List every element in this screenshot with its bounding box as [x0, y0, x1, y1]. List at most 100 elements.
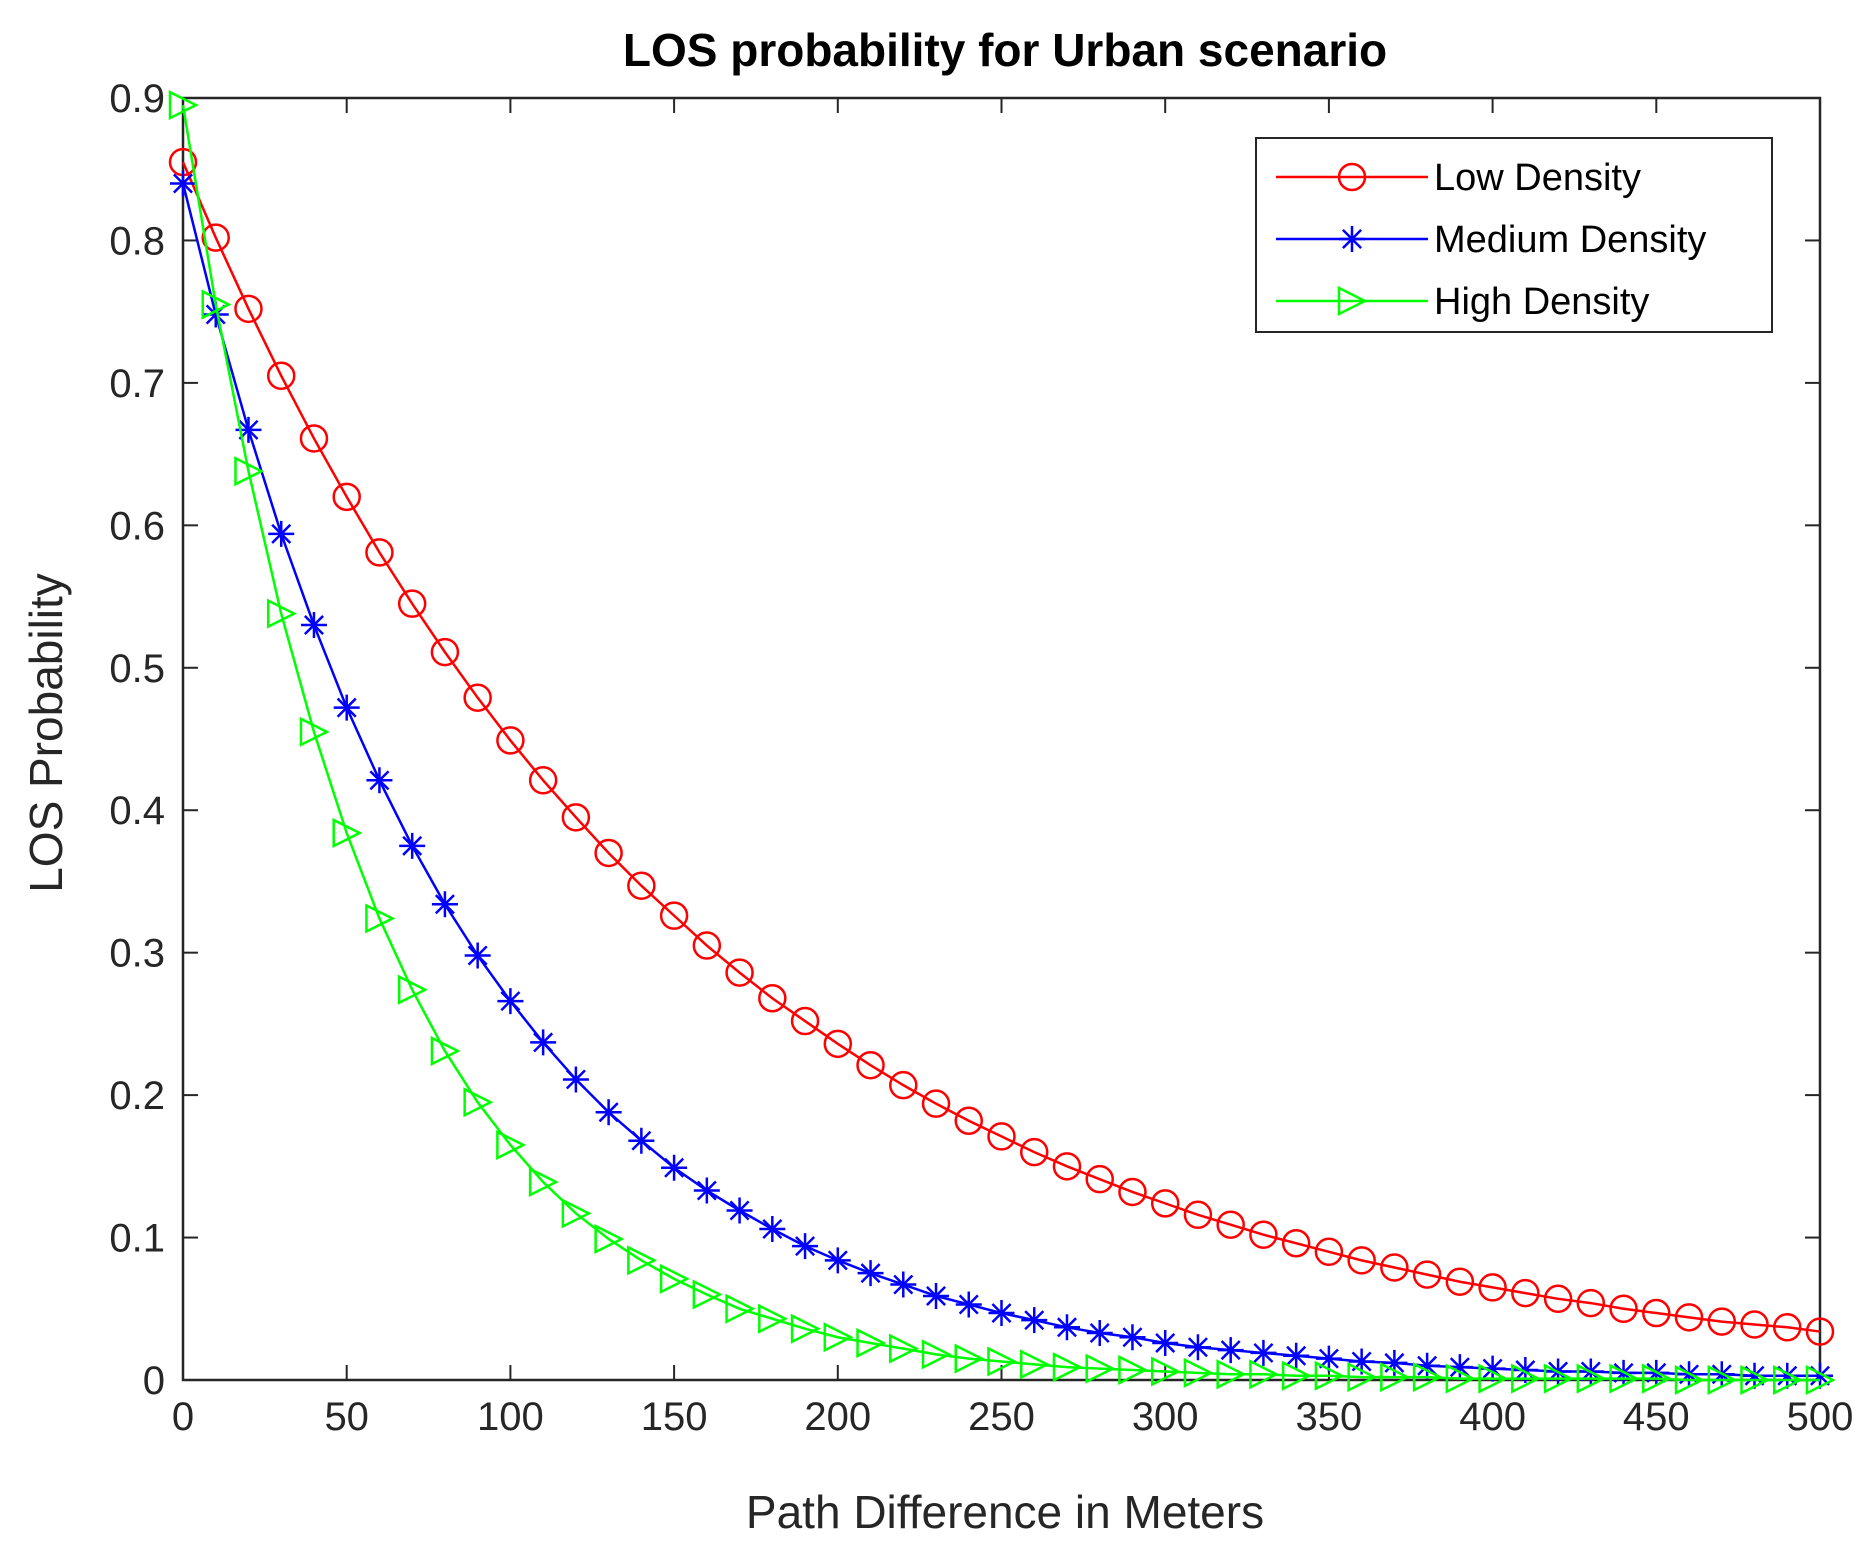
- data-point-high-density: [1740, 1364, 1771, 1396]
- legend-marker-medium-density: [1339, 226, 1365, 252]
- data-point-low-density: [1609, 1294, 1638, 1324]
- data-point-medium-density: [1086, 1319, 1113, 1346]
- data-point-low-density: [1412, 1260, 1442, 1289]
- data-point-medium-density: [1021, 1307, 1048, 1334]
- data-point-high-density: [1805, 1364, 1836, 1396]
- data-point-medium-density: [1152, 1329, 1179, 1356]
- data-point-low-density: [561, 803, 591, 832]
- data-point-low-density: [1707, 1307, 1737, 1336]
- data-point-low-density: [1445, 1267, 1475, 1296]
- data-point-high-density: [594, 1223, 625, 1255]
- data-point-medium-density: [792, 1233, 819, 1260]
- data-point-medium-density: [1479, 1355, 1506, 1382]
- data-point-high-density: [1281, 1360, 1312, 1391]
- y-tick-label: 0.1: [109, 1217, 165, 1261]
- data-point-medium-density: [562, 1066, 589, 1093]
- data-point-high-density: [299, 716, 330, 747]
- data-point-medium-density: [1119, 1324, 1146, 1351]
- y-tick-label: 0.7: [109, 362, 165, 406]
- data-point-high-density: [365, 903, 396, 934]
- data-point-low-density: [790, 1006, 820, 1036]
- y-tick-label: 0.3: [109, 932, 165, 976]
- axis-ticks: [182, 97, 1821, 1381]
- data-point-high-density: [1543, 1363, 1574, 1394]
- data-point-low-density: [1216, 1210, 1245, 1239]
- data-point-high-density: [1380, 1362, 1411, 1393]
- data-point-high-density: [397, 974, 428, 1005]
- x-tick-label: 200: [804, 1395, 871, 1439]
- x-tick-label: 100: [477, 1395, 544, 1439]
- data-point-high-density: [659, 1263, 690, 1294]
- data-point-low-density: [1576, 1288, 1606, 1318]
- data-point-medium-density: [1807, 1362, 1833, 1389]
- data-point-high-density: [561, 1198, 592, 1229]
- data-point-low-density: [299, 424, 329, 453]
- data-point-medium-density: [235, 416, 262, 443]
- data-point-low-density: [496, 726, 525, 755]
- data-point-high-density: [627, 1245, 658, 1276]
- data-point-high-density: [823, 1322, 854, 1353]
- data-point-high-density: [1314, 1360, 1345, 1391]
- data-point-low-density: [954, 1106, 984, 1136]
- data-point-medium-density: [628, 1127, 655, 1154]
- legend-item-low-density: Low Density: [1276, 157, 1641, 199]
- data-point-low-density: [430, 637, 460, 667]
- data-point-high-density: [758, 1303, 789, 1334]
- legend-item-medium-density: Medium Density: [1276, 219, 1706, 261]
- legend-marker-high-density: [1337, 285, 1368, 317]
- data-point-medium-density: [693, 1177, 720, 1204]
- data-point-high-density: [1347, 1362, 1378, 1393]
- data-point-low-density: [594, 838, 623, 868]
- legend-label-high-density: High Density: [1434, 281, 1649, 323]
- x-tick-label: 0: [172, 1395, 194, 1439]
- data-point-high-density: [332, 817, 363, 849]
- data-point-low-density: [1642, 1298, 1671, 1328]
- data-point-high-density: [1478, 1363, 1509, 1394]
- y-tick-label: 0.9: [109, 77, 165, 121]
- data-point-high-density: [1674, 1364, 1705, 1396]
- data-point-medium-density: [1741, 1362, 1768, 1389]
- data-point-low-density: [659, 901, 689, 930]
- data-point-high-density: [1773, 1364, 1804, 1396]
- data-point-low-density: [332, 482, 361, 512]
- series-line-low-density: [181, 161, 1821, 1333]
- data-point-low-density: [1805, 1317, 1835, 1346]
- data-point-high-density: [921, 1339, 952, 1370]
- y-tick-label: 0.2: [109, 1074, 165, 1118]
- data-point-high-density: [1707, 1364, 1738, 1396]
- data-point-medium-density: [464, 942, 491, 969]
- data-point-high-density: [266, 598, 298, 629]
- x-tick-label: 150: [641, 1395, 708, 1439]
- data-point-low-density: [1380, 1253, 1409, 1282]
- data-point-low-density: [201, 223, 230, 252]
- data-point-medium-density: [1184, 1334, 1211, 1361]
- legend-label-low-density: Low Density: [1434, 157, 1641, 199]
- data-point-medium-density: [333, 694, 360, 721]
- data-point-low-density: [1478, 1273, 1507, 1302]
- data-point-low-density: [856, 1050, 885, 1080]
- data-point-medium-density: [824, 1247, 851, 1274]
- data-point-low-density: [1249, 1220, 1278, 1249]
- data-point-medium-density: [661, 1154, 688, 1181]
- data-point-high-density: [692, 1279, 723, 1310]
- data-point-medium-density: [497, 988, 524, 1015]
- data-point-low-density: [1150, 1189, 1180, 1218]
- legend: Low Density Medium Density High Density: [1255, 137, 1773, 333]
- data-point-high-density: [496, 1129, 527, 1160]
- data-point-low-density: [1314, 1237, 1344, 1267]
- data-point-high-density: [790, 1313, 821, 1344]
- data-point-high-density: [234, 456, 265, 487]
- x-tick-label: 500: [1787, 1395, 1854, 1439]
- data-point-low-density: [266, 361, 296, 391]
- data-point-high-density: [987, 1346, 1018, 1377]
- data-point-high-density: [430, 1035, 461, 1066]
- data-point-medium-density: [857, 1260, 884, 1287]
- data-point-high-density: [1576, 1363, 1607, 1394]
- data-point-high-density: [528, 1166, 559, 1198]
- data-point-low-density: [1281, 1229, 1311, 1258]
- data-point-low-density: [1118, 1177, 1147, 1207]
- data-point-high-density: [856, 1327, 887, 1358]
- data-point-low-density: [692, 931, 722, 960]
- data-point-medium-density: [170, 170, 196, 197]
